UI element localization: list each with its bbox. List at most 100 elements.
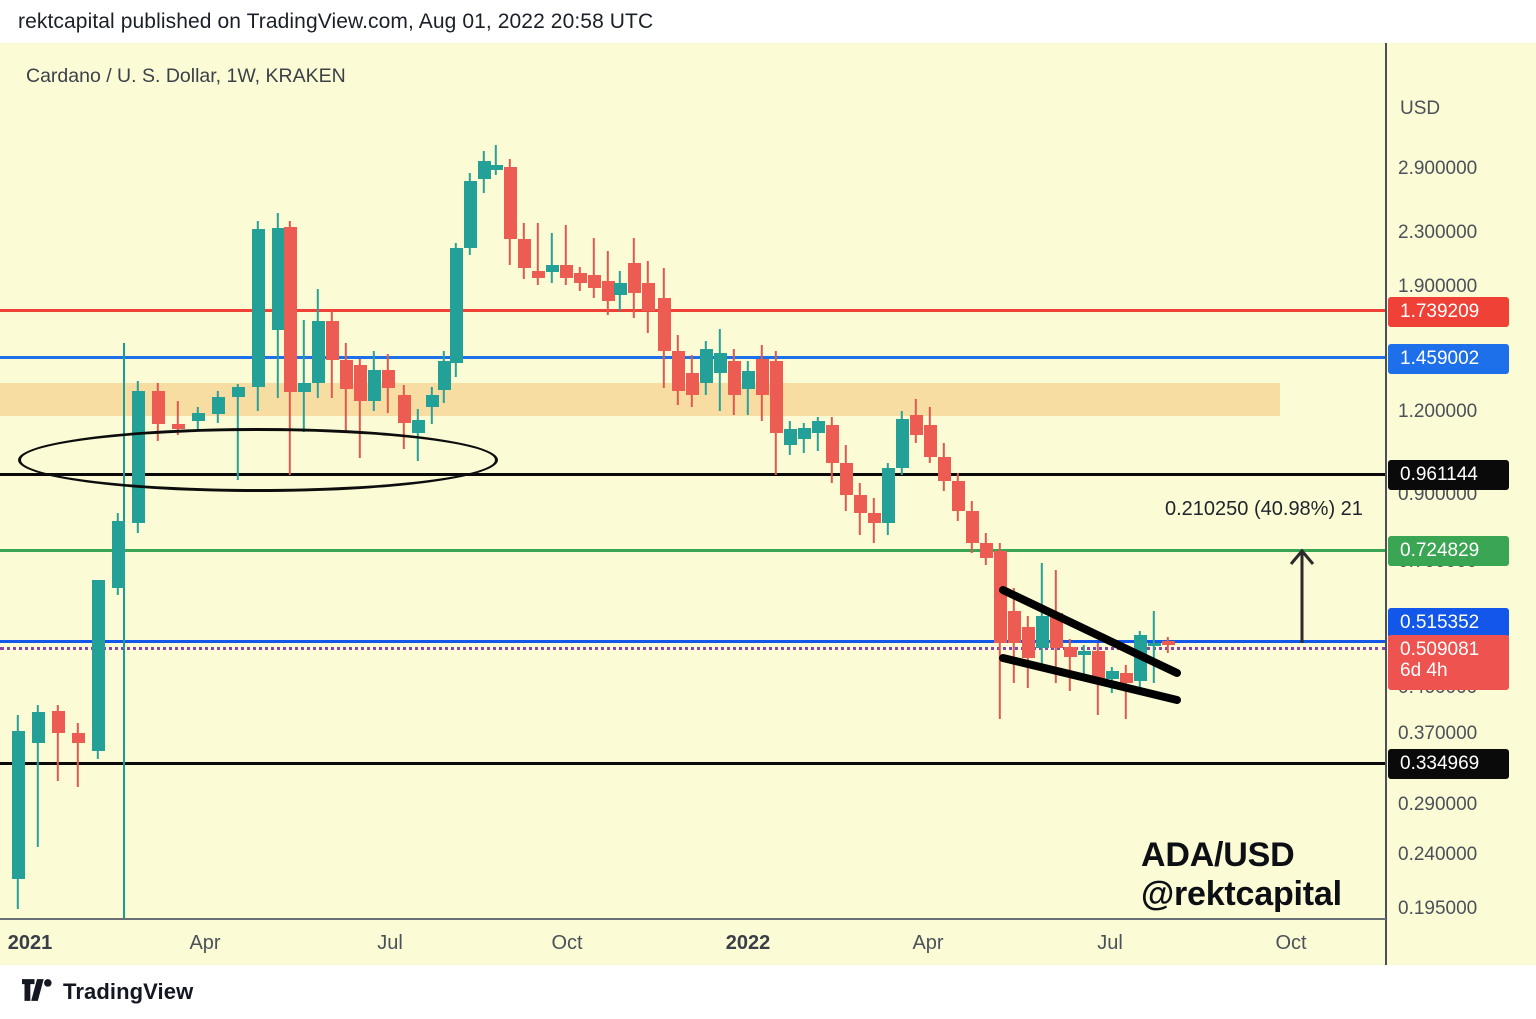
- time-tick-7: Oct: [1275, 932, 1307, 954]
- level-black-badge[interactable]: 0.961144: [1388, 460, 1509, 490]
- candle-wick: [1152, 611, 1156, 683]
- chart-watermark: ADA/USD @rektcapital: [1141, 836, 1342, 915]
- level-blue-badge[interactable]: 1.459002: [1388, 344, 1509, 374]
- price-level-mid-black[interactable]: [0, 473, 1386, 476]
- candle-28: [477, 43, 491, 920]
- price-level-lower-blue[interactable]: [0, 640, 1386, 643]
- candle-wick: [1068, 639, 1072, 691]
- candle-wick: [358, 359, 362, 458]
- candle-wick: [536, 223, 540, 285]
- candle-45: [713, 43, 727, 920]
- price-level-resistance[interactable]: [0, 309, 1386, 312]
- candle-body: [1105, 671, 1119, 679]
- candle-65: [993, 43, 1007, 920]
- candle-8: [171, 43, 185, 920]
- support-green-badge[interactable]: 0.724829: [1388, 536, 1509, 566]
- candle-49: [769, 43, 783, 920]
- candle-body: [755, 359, 769, 395]
- candle-body: [477, 161, 491, 179]
- candle-body: [531, 271, 545, 278]
- candle-14: [283, 43, 297, 920]
- price-level-last-price[interactable]: [0, 647, 1386, 650]
- candle-50: [783, 43, 797, 920]
- candle-57: [881, 43, 895, 920]
- price-axis[interactable]: USD 2.900000 2.300000 1.900000 1.200000 0.90…: [1388, 43, 1536, 920]
- candle-wick: [1110, 667, 1114, 693]
- candle-26: [449, 43, 463, 920]
- level-black2-badge[interactable]: 0.334969: [1388, 749, 1509, 779]
- time-tick-0: 2021: [7, 932, 53, 954]
- candle-5: [111, 43, 125, 920]
- candle-67: [1021, 43, 1035, 920]
- badge-value: 1.459002: [1400, 348, 1480, 369]
- candle-body: [381, 370, 395, 388]
- price-tick-9: 0.240000: [1398, 844, 1478, 865]
- candle-body: [657, 298, 671, 351]
- price-level-green-support[interactable]: [0, 549, 1386, 552]
- time-tick-1: Apr: [189, 932, 221, 954]
- candle-4: [91, 43, 105, 920]
- candle-25: [437, 43, 451, 920]
- candle-wick: [550, 233, 554, 283]
- wedge-upper-trendline[interactable]: [999, 586, 1181, 677]
- candle-54: [839, 43, 853, 920]
- candle-body: [713, 353, 727, 373]
- watermark-line-1: ADA/USD: [1141, 836, 1295, 874]
- wedge-lower-trendline[interactable]: [999, 654, 1181, 704]
- last-price-red-badge[interactable]: 0.509081 6d 4h: [1388, 635, 1509, 690]
- candle-body: [909, 415, 923, 435]
- candle-body: [1035, 616, 1049, 648]
- candle-body: [1049, 613, 1063, 648]
- candle-wick: [494, 145, 498, 175]
- candle-wick: [176, 401, 180, 435]
- candle-body: [397, 395, 411, 423]
- candle-body: [111, 521, 125, 588]
- candle-body: [51, 711, 65, 733]
- candle-body: [1021, 627, 1035, 658]
- candle-38: [613, 43, 627, 920]
- pane-right-border: [1385, 43, 1387, 920]
- candle-body: [91, 580, 105, 751]
- candle-59: [909, 43, 923, 920]
- candle-41: [657, 43, 671, 920]
- up-arrow-icon: [1289, 548, 1315, 565]
- accumulation-ellipse: [18, 428, 498, 492]
- candle-51: [797, 43, 811, 920]
- candle-29: [489, 43, 503, 920]
- candle-23: [411, 43, 425, 920]
- candle-27: [463, 43, 477, 920]
- candle-body: [489, 165, 503, 170]
- candle-body: [685, 373, 699, 395]
- badge-value: 0.515352: [1400, 612, 1480, 633]
- candle-body: [797, 428, 811, 439]
- candle-74: [1119, 43, 1133, 920]
- price-tick-10: 0.195000: [1398, 898, 1478, 919]
- candle-body: [251, 229, 265, 387]
- time-tick-5: Apr: [912, 932, 944, 954]
- candle-16: [311, 43, 325, 920]
- candle-body: [641, 283, 655, 311]
- candle-0: [11, 43, 25, 920]
- candle-body: [191, 413, 205, 421]
- candle-body: [627, 263, 641, 293]
- resistance-red-badge[interactable]: 1.739209: [1388, 297, 1509, 327]
- price-level-low-black[interactable]: [0, 762, 1386, 765]
- candle-66: [1007, 43, 1021, 920]
- candle-wick: [416, 409, 420, 461]
- time-axis[interactable]: 2021 Apr Jul Oct 2022 Apr Jul Oct: [0, 920, 1536, 965]
- level-blue2-badge[interactable]: 0.515352: [1388, 608, 1509, 638]
- tradingview-logo-icon: [22, 978, 52, 1006]
- candle-43: [685, 43, 699, 920]
- candle-33: [545, 43, 559, 920]
- price-tick-2: 1.900000: [1398, 276, 1478, 297]
- candle-body: [1007, 611, 1021, 643]
- candle-30: [503, 43, 517, 920]
- chart-pane[interactable]: 0.210250 (40.98%) 21 ADA/USD @rektcapital: [0, 43, 1386, 920]
- candle-body: [825, 425, 839, 463]
- candle-body: [545, 265, 559, 272]
- candle-body: [517, 239, 531, 268]
- candle-body: [965, 511, 979, 543]
- candle-12: [251, 43, 265, 920]
- candle-body: [1063, 647, 1077, 657]
- price-tick-1: 2.300000: [1398, 222, 1478, 243]
